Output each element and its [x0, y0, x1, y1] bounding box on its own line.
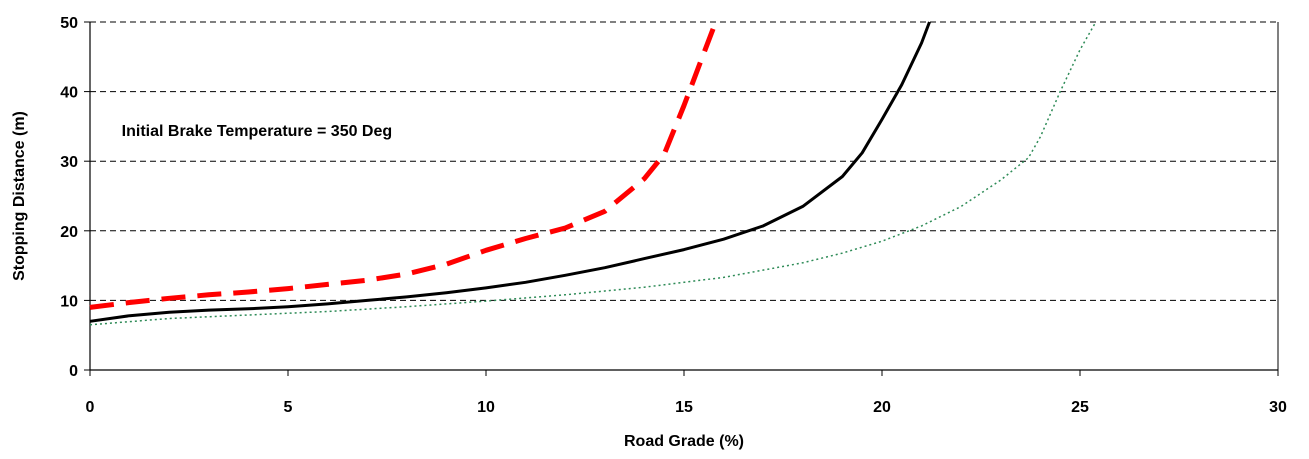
y-ticks: 0 10 20 30 40 50 [60, 15, 90, 380]
x-ticks: 0 5 10 15 20 25 30 [86, 370, 1287, 416]
series-line-solid [89, 21, 931, 323]
axes [89, 22, 1279, 371]
series-lines [89, 21, 1097, 326]
x-axis-title: Road Grade (%) [624, 433, 744, 450]
x-tick-label: 15 [675, 399, 693, 416]
y-axis-title: Stopping Distance (m) [11, 111, 28, 281]
x-tick-label: 20 [873, 399, 891, 416]
x-tick-label: 0 [86, 399, 95, 416]
x-tick-label: 10 [477, 399, 495, 416]
gridlines [90, 21, 1278, 301]
x-tick-label: 25 [1071, 399, 1089, 416]
y-tick-label: 10 [60, 293, 78, 310]
y-tick-label: 50 [60, 15, 78, 32]
y-tick-label: 0 [69, 363, 78, 380]
series-line-dashed [89, 21, 719, 310]
x-tick-label: 30 [1269, 399, 1287, 416]
y-tick-label: 20 [60, 224, 78, 241]
x-tick-label: 5 [284, 399, 293, 416]
series-line-dotted [89, 21, 1097, 326]
brake-temperature-annotation: Initial Brake Temperature = 350 Deg [122, 123, 392, 140]
y-tick-label: 30 [60, 154, 78, 171]
y-tick-label: 40 [60, 85, 78, 102]
